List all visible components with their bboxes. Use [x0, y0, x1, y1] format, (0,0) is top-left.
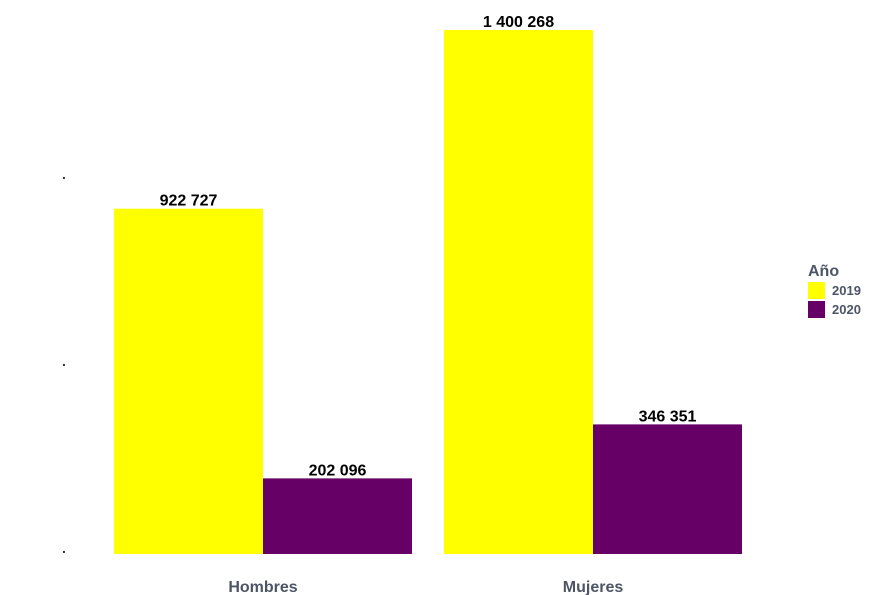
x-tick-label-mujeres: Mujeres — [563, 579, 624, 595]
x-axis-ticks: Hombres Mujeres — [228, 579, 623, 595]
bar-2020-hombres — [263, 478, 412, 554]
y-tick-label: . — [62, 353, 66, 369]
y-tick-label: . — [62, 540, 66, 556]
bar-2019-mujeres — [444, 30, 593, 554]
y-tick-label: . — [62, 166, 66, 182]
legend-items: 2019 2020 — [808, 282, 861, 318]
bar-2019-hombres — [114, 208, 263, 554]
legend-label-2020: 2020 — [832, 302, 861, 317]
data-label: 1 400 268 — [483, 14, 554, 31]
bars — [114, 30, 742, 554]
data-label: 346 351 — [639, 408, 697, 425]
y-axis-ticks: ... — [62, 166, 66, 556]
legend-swatch-2019 — [808, 282, 825, 299]
legend-label-2019: 2019 — [832, 283, 861, 298]
data-label: 202 096 — [309, 462, 367, 479]
legend: Año 2019 2020 — [808, 263, 861, 318]
legend-swatch-2020 — [808, 301, 825, 318]
bar-2020-mujeres — [593, 424, 742, 554]
x-tick-label-hombres: Hombres — [228, 579, 297, 595]
legend-title: Año — [808, 263, 839, 280]
bar-labels: 922 727 202 096 1 400 268 346 351 — [160, 14, 697, 479]
data-label: 922 727 — [160, 193, 218, 210]
